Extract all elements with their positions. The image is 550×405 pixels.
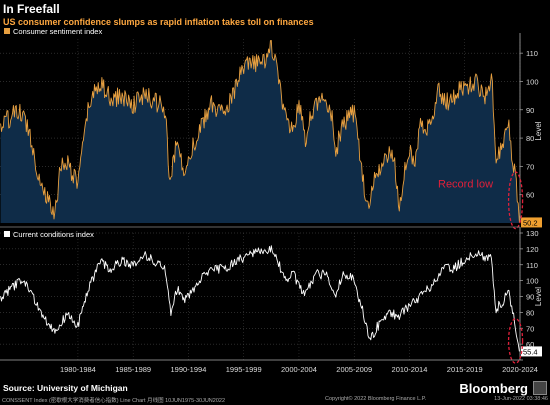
y-tick-label-bottom: 80 bbox=[526, 308, 534, 317]
x-tick-label: 2015-2019 bbox=[447, 365, 483, 374]
legend-label-bottom: Current conditions index bbox=[13, 230, 94, 239]
legend-swatch-top bbox=[4, 28, 10, 34]
y-axis-title-top: Level bbox=[534, 121, 543, 140]
footer-left: CONSSENT Index (密歇根大学消费者信心指数) Line Chart… bbox=[2, 398, 226, 404]
y-tick-label-bottom: 120 bbox=[526, 245, 539, 254]
y-tick-label-top: 70 bbox=[526, 162, 534, 171]
y-tick-label-bottom: 70 bbox=[526, 324, 534, 333]
chart-title: In Freefall bbox=[3, 2, 60, 16]
series-area-top bbox=[0, 40, 520, 223]
last-value-box-top bbox=[521, 217, 542, 228]
legend-swatch-bottom bbox=[4, 231, 10, 237]
panel-consumer-sentiment: 60 70 80 90 100 110 Consumer sentiment index Le… bbox=[0, 27, 543, 230]
x-tick-label: 1985-1989 bbox=[115, 365, 151, 374]
x-axis: 1980-1984 1985-1989 1990-1994 1995-1999 2000… bbox=[0, 226, 538, 374]
x-tick-label: 1980-1984 bbox=[60, 365, 96, 374]
y-tick-label-top: 80 bbox=[526, 134, 534, 143]
y-tick-label-top: 90 bbox=[526, 106, 534, 115]
footer-timestamp: 13-Jun-2022 03:38:46 bbox=[494, 396, 548, 402]
source-note: Source: University of Michigan bbox=[3, 383, 128, 393]
legend-label-top: Consumer sentiment index bbox=[13, 27, 102, 36]
x-tick-label: 2005-2009 bbox=[336, 365, 372, 374]
bloomberg-logo: Bloomberg bbox=[459, 381, 528, 396]
last-value-box-bottom bbox=[521, 346, 542, 357]
bloomberg-mark-icon bbox=[533, 381, 547, 395]
y-tick-label-bottom: 90 bbox=[526, 293, 534, 302]
chart-area: 60 70 80 90 100 110 Consumer sentiment index Le… bbox=[0, 27, 543, 374]
y-axis-title-bottom: Level bbox=[534, 287, 543, 306]
x-tick-label: 1995-1999 bbox=[226, 365, 262, 374]
y-tick-label-bottom: 100 bbox=[526, 277, 539, 286]
y-tick-label-top: 100 bbox=[526, 77, 539, 86]
y-tick-label-bottom: 130 bbox=[526, 229, 539, 238]
annotation-label: Record low bbox=[438, 178, 493, 190]
last-value-label-top: 50.2 bbox=[523, 218, 538, 227]
last-value-label-bottom: 55.4 bbox=[523, 347, 538, 356]
y-tick-label-top: 60 bbox=[526, 191, 534, 200]
chart-subtitle: US consumer confidence slumps as rapid i… bbox=[3, 17, 314, 27]
footer-copyright: Copyright© 2022 Bloomberg Finance L.P. bbox=[325, 396, 427, 402]
x-tick-label: 2000-2004 bbox=[281, 365, 317, 374]
x-tick-label: 2020-2024 bbox=[502, 365, 538, 374]
x-tick-label: 2010-2014 bbox=[392, 365, 428, 374]
y-tick-label-top: 110 bbox=[526, 49, 538, 58]
series-line-bottom bbox=[0, 245, 520, 352]
y-tick-label-bottom: 60 bbox=[526, 340, 534, 349]
record-low-ellipse-top bbox=[507, 171, 524, 230]
y-tick-label-bottom: 110 bbox=[526, 261, 538, 270]
series-line-top bbox=[0, 40, 520, 223]
x-tick-label: 1990-1994 bbox=[171, 365, 207, 374]
record-low-ellipse-bottom bbox=[507, 318, 524, 364]
panel-current-conditions: 60 70 80 90 100 110 120 130 Current conditions i… bbox=[0, 227, 543, 364]
